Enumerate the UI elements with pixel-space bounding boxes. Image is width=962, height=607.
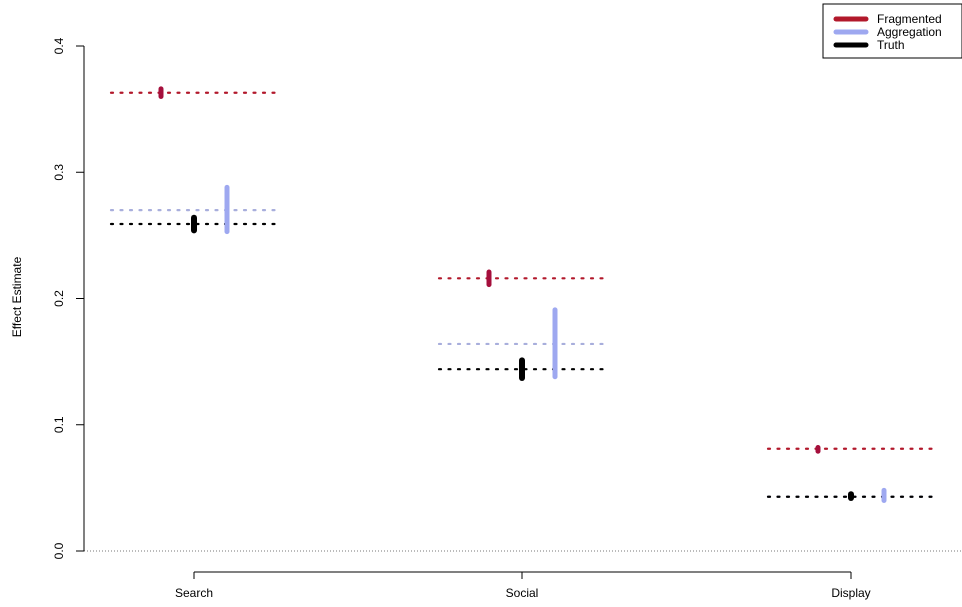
y-tick-label: 0.4	[52, 37, 66, 54]
legend-label-fragmented: Fragmented	[877, 12, 942, 26]
x-tick-label-display: Display	[831, 586, 870, 600]
y-tick-label: 0.1	[52, 416, 66, 433]
estimate-dotted-lines	[109, 91, 936, 498]
interval-bars	[158, 86, 887, 503]
x-tick-label-social: Social	[506, 586, 539, 600]
legend-label-aggregation: Aggregation	[877, 25, 942, 39]
y-tick-label: 0.2	[52, 290, 66, 307]
y-axis: 0.0 0.1 0.2 0.3 0.4	[52, 37, 85, 559]
legend-label-truth: Truth	[877, 38, 905, 52]
y-axis-title: Effect Estimate	[10, 256, 24, 337]
x-tick-label-search: Search	[175, 586, 213, 600]
x-axis: Search Social Display	[175, 571, 871, 600]
y-tick-label: 0.3	[52, 164, 66, 181]
y-tick-label: 0.0	[52, 542, 66, 559]
